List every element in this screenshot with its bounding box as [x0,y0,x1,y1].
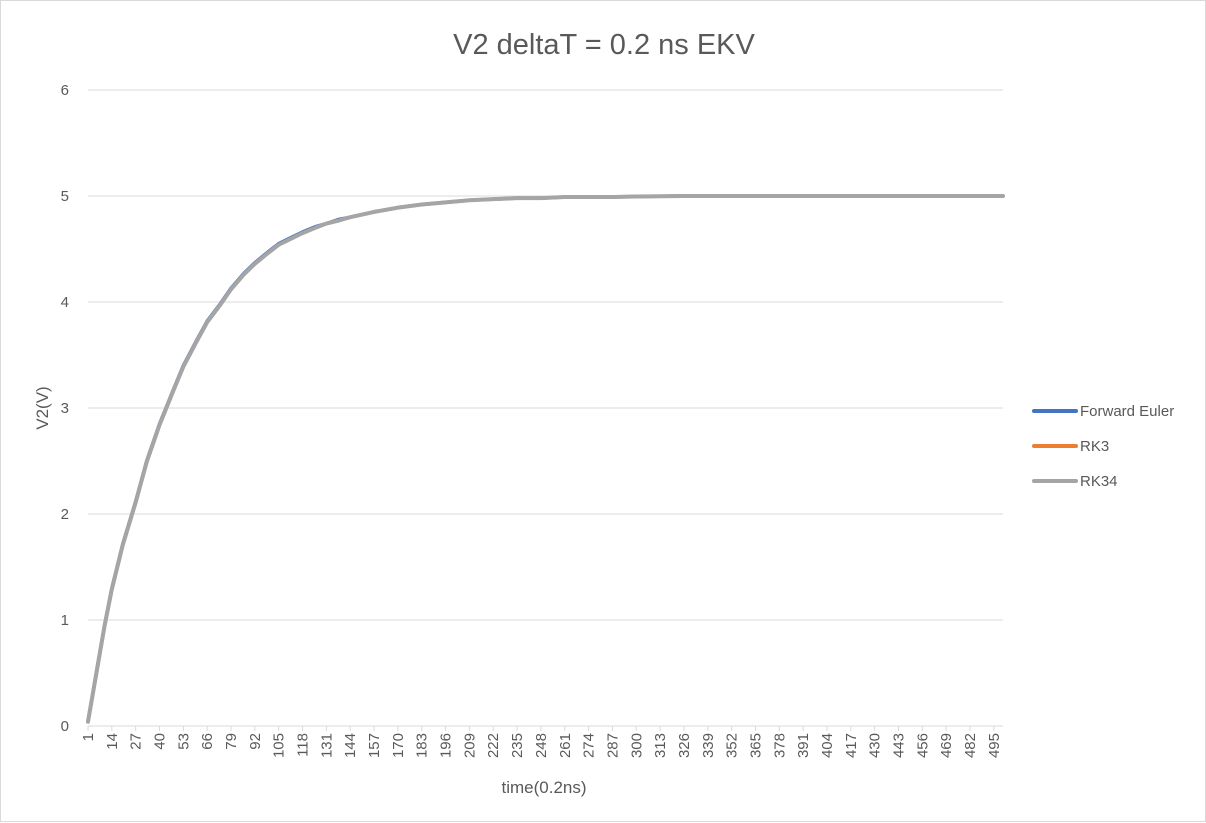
x-tick-label: 339 [700,733,717,758]
x-tick-label: 40 [152,733,169,750]
series-line-forward-euler [86,194,1005,723]
y-tick-label: 2 [61,506,69,523]
x-tick-label: 66 [199,733,216,750]
x-tick-label: 378 [771,733,788,758]
x-tick-label: 27 [128,733,145,750]
y-axis-title: V2(V) [33,386,52,429]
x-tick-label: 300 [628,733,645,758]
x-tick-label: 443 [890,733,907,758]
x-tick-label: 313 [652,733,669,758]
x-tick-label: 105 [271,733,288,758]
x-tick-label: 196 [438,733,455,758]
x-tick-label: 274 [581,733,598,758]
x-tick-label: 144 [342,733,359,758]
x-tick-label: 430 [867,733,884,758]
legend: Forward Euler RK3 RK34 [1032,403,1174,490]
y-tick-labels: 0 1 2 3 4 5 6 [61,82,69,735]
y-tick-label: 5 [61,188,69,205]
x-tick-label: 456 [914,733,931,758]
series-line-rk3 [86,194,1005,724]
x-tick-label: 118 [295,733,312,757]
x-tick-label: 417 [843,733,860,758]
x-tick-labels: 1 14 27 40 53 66 79 92 105 118 131 144 157 170 183 196 2… [80,733,1003,758]
x-tick-label: 183 [414,733,431,758]
x-tick-label: 482 [962,733,979,758]
x-tick-label: 235 [509,733,526,758]
y-tick-label: 3 [61,400,69,417]
y-tick-label: 0 [61,718,69,735]
x-tick-label: 495 [986,733,1003,758]
chart-title: V2 deltaT = 0.2 ns EKV [453,29,755,61]
x-tick-label: 157 [366,733,383,758]
y-tick-label: 1 [61,612,69,629]
x-tick-label: 222 [485,733,502,758]
x-tick-label: 79 [223,733,240,750]
x-tick-label: 248 [533,733,550,758]
series-line-rk34 [86,194,1005,724]
x-tick-label: 352 [724,733,741,758]
x-tick-label: 1 [80,733,97,741]
y-tick-label: 6 [61,82,69,99]
legend-label: Forward Euler [1080,403,1174,420]
gridlines [87,89,1003,731]
x-axis-title: time(0.2ns) [501,778,586,797]
x-tick-label: 170 [390,733,407,758]
x-tick-label: 14 [104,733,121,750]
x-tick-label: 209 [461,733,478,758]
x-tick-label: 469 [938,733,955,758]
x-tick-label: 131 [318,733,335,758]
plot-series [86,194,1005,724]
legend-label: RK3 [1080,438,1109,455]
y-tick-label: 4 [61,294,69,311]
x-tick-label: 391 [795,733,812,758]
x-tick-label: 261 [557,733,574,758]
x-tick-label: 326 [676,733,693,758]
x-tick-label: 53 [175,733,192,750]
legend-label: RK34 [1080,473,1118,490]
x-tick-label: 92 [247,733,264,750]
x-tick-label: 365 [747,733,764,758]
x-tick-label: 404 [819,733,836,758]
x-tick-label: 287 [604,733,621,758]
